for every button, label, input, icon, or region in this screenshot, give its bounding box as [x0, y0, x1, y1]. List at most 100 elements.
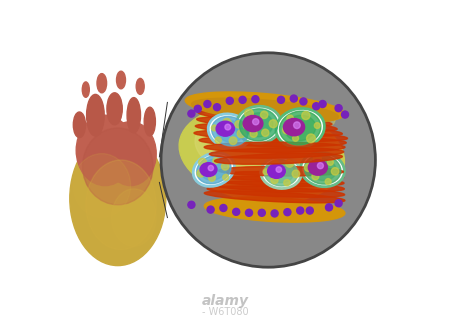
- Text: alamy: alamy: [202, 294, 248, 308]
- Ellipse shape: [194, 130, 347, 141]
- Circle shape: [271, 177, 278, 184]
- Circle shape: [293, 122, 300, 129]
- Circle shape: [239, 96, 246, 103]
- Ellipse shape: [213, 176, 344, 187]
- Circle shape: [328, 159, 333, 165]
- Ellipse shape: [73, 154, 130, 218]
- Circle shape: [286, 159, 293, 167]
- Ellipse shape: [284, 118, 305, 136]
- Circle shape: [194, 105, 201, 112]
- Ellipse shape: [112, 189, 156, 246]
- Circle shape: [305, 164, 312, 172]
- Ellipse shape: [276, 108, 324, 148]
- Circle shape: [290, 95, 297, 102]
- Circle shape: [221, 163, 229, 170]
- Circle shape: [246, 160, 254, 168]
- Ellipse shape: [73, 112, 86, 138]
- Ellipse shape: [301, 152, 344, 187]
- Ellipse shape: [215, 153, 342, 164]
- Circle shape: [212, 125, 217, 131]
- Ellipse shape: [199, 136, 346, 147]
- Circle shape: [265, 171, 274, 181]
- Circle shape: [276, 167, 282, 172]
- Circle shape: [223, 174, 229, 180]
- Circle shape: [312, 173, 319, 180]
- Circle shape: [297, 207, 304, 214]
- Circle shape: [331, 168, 339, 175]
- Ellipse shape: [86, 160, 156, 250]
- Ellipse shape: [195, 115, 316, 180]
- Ellipse shape: [216, 120, 243, 142]
- Circle shape: [278, 96, 284, 103]
- Circle shape: [300, 98, 307, 105]
- Circle shape: [198, 158, 207, 166]
- Circle shape: [313, 154, 321, 162]
- Circle shape: [261, 153, 276, 167]
- Circle shape: [287, 115, 293, 122]
- Circle shape: [252, 176, 261, 186]
- Circle shape: [306, 207, 313, 214]
- Ellipse shape: [209, 148, 344, 158]
- Circle shape: [197, 170, 204, 177]
- Circle shape: [269, 120, 277, 128]
- Circle shape: [284, 209, 291, 216]
- Ellipse shape: [212, 116, 248, 146]
- Ellipse shape: [107, 93, 122, 125]
- Circle shape: [258, 209, 265, 216]
- Circle shape: [284, 180, 290, 186]
- Circle shape: [320, 164, 332, 175]
- Circle shape: [335, 200, 342, 207]
- Circle shape: [239, 149, 249, 159]
- Circle shape: [208, 165, 213, 171]
- Circle shape: [342, 111, 348, 118]
- Circle shape: [215, 125, 225, 136]
- Circle shape: [324, 134, 330, 141]
- Ellipse shape: [279, 111, 321, 145]
- Circle shape: [223, 118, 231, 127]
- Ellipse shape: [268, 164, 285, 178]
- Circle shape: [317, 163, 324, 169]
- Ellipse shape: [243, 116, 263, 132]
- Circle shape: [188, 110, 195, 117]
- Circle shape: [314, 123, 320, 129]
- Circle shape: [299, 117, 312, 130]
- Ellipse shape: [83, 128, 153, 205]
- Ellipse shape: [264, 160, 298, 186]
- Circle shape: [226, 97, 233, 104]
- Ellipse shape: [197, 156, 231, 184]
- Ellipse shape: [117, 71, 126, 89]
- Ellipse shape: [82, 82, 89, 97]
- Circle shape: [233, 208, 240, 215]
- Circle shape: [297, 133, 307, 144]
- Circle shape: [302, 143, 313, 154]
- Circle shape: [257, 182, 265, 189]
- Ellipse shape: [308, 160, 327, 175]
- Circle shape: [161, 53, 375, 267]
- Ellipse shape: [216, 172, 344, 181]
- Ellipse shape: [197, 117, 337, 131]
- Circle shape: [243, 123, 250, 129]
- Circle shape: [220, 204, 227, 212]
- Circle shape: [245, 109, 253, 118]
- Ellipse shape: [200, 163, 217, 177]
- Circle shape: [262, 129, 269, 136]
- Circle shape: [241, 146, 255, 160]
- Circle shape: [261, 111, 268, 118]
- Ellipse shape: [97, 74, 107, 93]
- Circle shape: [244, 140, 252, 148]
- Ellipse shape: [195, 124, 342, 136]
- Ellipse shape: [219, 166, 343, 176]
- Ellipse shape: [193, 153, 234, 187]
- Ellipse shape: [244, 113, 273, 137]
- Circle shape: [325, 179, 331, 185]
- Ellipse shape: [239, 109, 278, 141]
- Circle shape: [335, 105, 342, 112]
- Ellipse shape: [268, 163, 293, 183]
- Circle shape: [215, 137, 221, 143]
- Ellipse shape: [208, 114, 252, 148]
- Circle shape: [225, 124, 231, 130]
- Circle shape: [264, 123, 272, 130]
- Circle shape: [207, 206, 214, 213]
- Ellipse shape: [86, 94, 104, 136]
- Circle shape: [264, 131, 279, 145]
